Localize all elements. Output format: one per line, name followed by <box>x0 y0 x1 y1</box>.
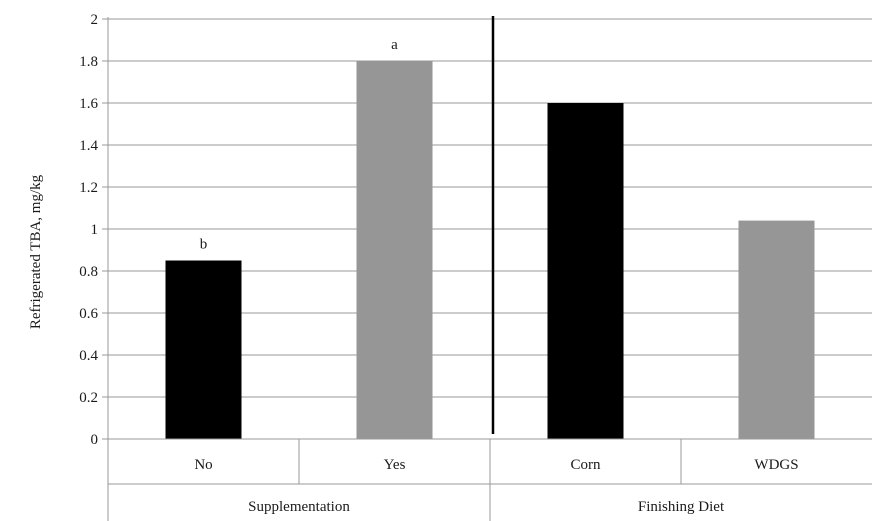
y-tick-label: 1.6 <box>79 96 98 112</box>
data-labels: ba <box>200 37 398 253</box>
bar-no <box>165 260 242 439</box>
group-label: Supplementation <box>248 499 350 515</box>
y-tick-label: 0.8 <box>79 264 98 280</box>
category-label: Corn <box>571 457 602 473</box>
data-label: a <box>391 37 398 53</box>
y-tick-label: 0.2 <box>79 390 98 406</box>
category-label: Yes <box>384 457 406 473</box>
axes <box>102 16 872 521</box>
data-label: b <box>200 237 208 253</box>
bar-yes <box>356 61 433 439</box>
category-labels: No Yes Corn WDGS <box>194 457 798 473</box>
y-tick-label: 1.4 <box>79 138 98 154</box>
group-labels: Supplementation Finishing Diet <box>248 499 725 515</box>
y-tick-label: 0 <box>91 432 99 448</box>
bars <box>165 61 815 439</box>
y-tick-label: 2 <box>91 12 99 28</box>
y-tick-label: 0.6 <box>79 306 98 322</box>
y-tick-labels: 0 0.2 0.4 0.6 0.8 1 1.2 1.4 1.6 1.8 2 <box>79 12 98 448</box>
y-tick-label: 1 <box>91 222 99 238</box>
group-label: Finishing Diet <box>638 499 725 515</box>
bar-wdgs <box>738 220 815 439</box>
y-tick-label: 1.2 <box>79 180 98 196</box>
bar-corn <box>547 103 624 439</box>
category-label: No <box>194 457 212 473</box>
y-tick-label: 0.4 <box>79 348 98 364</box>
y-tick-label: 1.8 <box>79 54 98 70</box>
y-axis-label: Refrigerated TBA, mg/kg <box>28 174 44 329</box>
category-label: WDGS <box>754 457 798 473</box>
